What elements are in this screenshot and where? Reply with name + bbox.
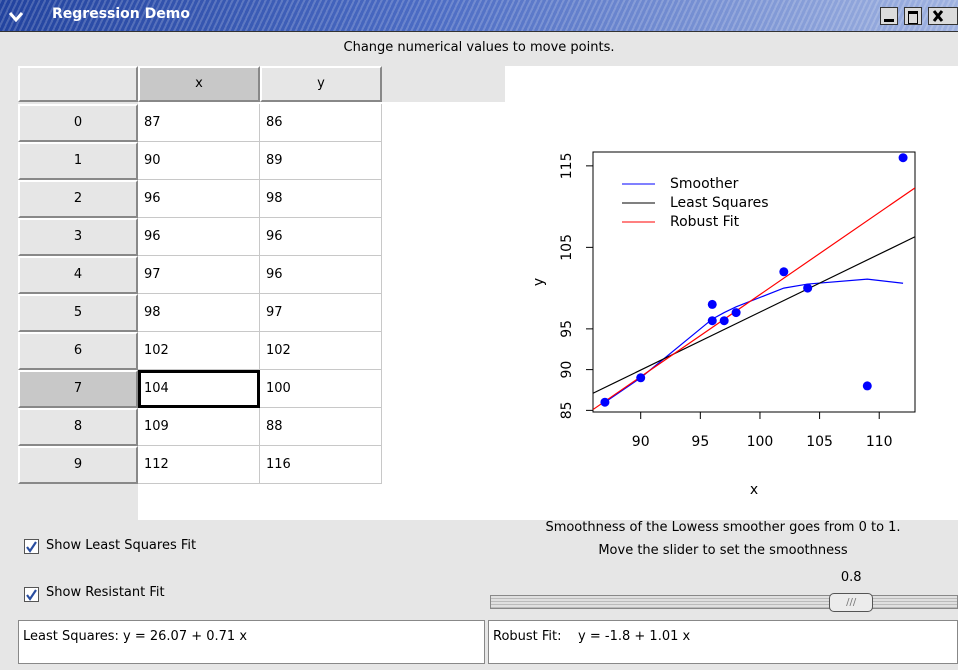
plot: 90 95 100 105 110 85 90 95 105 115 x y Smoother Least… (505, 66, 958, 520)
table-cell[interactable]: 98 (260, 180, 382, 218)
table-cell[interactable]: 112 (138, 446, 260, 484)
row-header[interactable]: 6 (18, 332, 138, 370)
row-header[interactable]: 8 (18, 408, 138, 446)
x-axis-label: x (750, 482, 758, 498)
row-header[interactable]: 0 (18, 104, 138, 142)
row-header[interactable]: 1 (18, 142, 138, 180)
corner-header[interactable] (18, 66, 138, 102)
data-point (803, 283, 813, 293)
data-point (779, 267, 789, 277)
table-cell[interactable]: 96 (138, 180, 260, 218)
row-header[interactable]: 7 (18, 370, 138, 408)
table-cell[interactable]: 96 (260, 218, 382, 256)
x-tick-label: 95 (691, 434, 709, 450)
data-point (600, 397, 610, 407)
table-cell[interactable]: 109 (138, 408, 260, 446)
table-cell[interactable]: 89 (260, 142, 382, 180)
data-point (862, 381, 872, 391)
y-tick-label: 105 (559, 234, 575, 261)
table-cell[interactable]: 97 (138, 256, 260, 294)
table-cell[interactable]: 86 (260, 104, 382, 142)
checkbox-label: Show Least Squares Fit (46, 538, 197, 553)
least-squares-equation: Least Squares: y = 26.07 + 0.71 x (18, 620, 485, 664)
row-header[interactable]: 9 (18, 446, 138, 484)
row-header[interactable]: 2 (18, 180, 138, 218)
legend-label: Robust Fit (670, 214, 740, 230)
minimize-button[interactable] (880, 7, 898, 25)
y-tick-label: 115 (559, 152, 575, 179)
data-point (719, 316, 729, 326)
checkbox[interactable] (24, 539, 39, 554)
check-mark (26, 541, 37, 553)
instructions: Change numerical values to move points. (343, 40, 615, 55)
robust-equation: Robust Fit: y = -1.8 + 1.01 x (488, 620, 958, 664)
legend-label: Smoother (670, 176, 739, 192)
check-mark (26, 589, 37, 601)
maximize-button[interactable] (904, 7, 922, 25)
table-cell[interactable]: 104 (138, 370, 260, 408)
checkbox[interactable] (24, 587, 39, 602)
data-point (731, 308, 741, 318)
x-tick-label: 100 (747, 434, 774, 450)
slider-help: Smoothness of the Lowess smoother goes f… (545, 520, 901, 535)
y-tick-label: 90 (559, 361, 575, 379)
title-bar: Regression Demo (0, 0, 958, 32)
slider-value: 0.8 (840, 570, 862, 585)
table-cell[interactable]: 90 (138, 142, 260, 180)
table-cell[interactable]: 88 (260, 408, 382, 446)
slider-help: Move the slider to set the smoothness (598, 543, 848, 558)
menu-icon[interactable] (8, 8, 24, 24)
fit-line (593, 236, 915, 394)
table-cell[interactable]: 102 (260, 332, 382, 370)
row-header[interactable]: 5 (18, 294, 138, 332)
table-cell[interactable]: 97 (260, 294, 382, 332)
table-cell[interactable]: 98 (138, 294, 260, 332)
window-title: Regression Demo (52, 6, 190, 22)
table-cell[interactable]: 96 (138, 218, 260, 256)
column-header[interactable]: y (260, 66, 382, 102)
data-point (898, 153, 908, 163)
y-axis-label: y (531, 278, 547, 286)
y-tick-label: 95 (559, 320, 575, 338)
row-header[interactable]: 4 (18, 256, 138, 294)
table-cell[interactable]: 96 (260, 256, 382, 294)
data-point (707, 299, 717, 309)
slider-thumb[interactable]: /// (829, 593, 874, 612)
legend-label: Least Squares (670, 195, 769, 211)
plot-frame (592, 151, 916, 413)
x-tick-label: 110 (866, 434, 893, 450)
table-cell[interactable]: 87 (138, 104, 260, 142)
slider-track[interactable] (490, 595, 958, 609)
checkbox-label: Show Resistant Fit (46, 585, 165, 600)
close-button[interactable] (928, 7, 958, 25)
row-header[interactable]: 3 (18, 218, 138, 256)
data-point (707, 316, 717, 326)
x-tick-label: 105 (806, 434, 833, 450)
fit-line (593, 187, 915, 411)
table-cell[interactable]: 100 (260, 370, 382, 408)
column-header[interactable]: x (138, 66, 260, 102)
data-point (636, 373, 646, 383)
table-cell[interactable]: 102 (138, 332, 260, 370)
y-tick-label: 85 (559, 401, 575, 419)
fit-line (604, 278, 904, 403)
x-tick-label: 90 (632, 434, 650, 450)
table-cell[interactable]: 116 (260, 446, 382, 484)
